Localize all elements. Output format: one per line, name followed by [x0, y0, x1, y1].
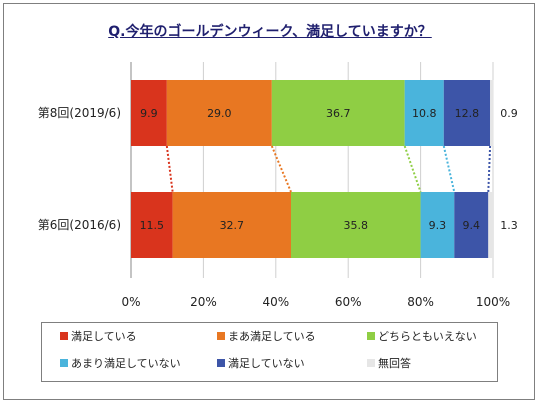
value-label: 35.8: [344, 219, 369, 232]
value-label: 1.3: [500, 219, 518, 232]
legend-item: 満足している: [60, 331, 137, 343]
x-tick-label: 40%: [262, 295, 289, 309]
value-label: 11.5: [140, 219, 165, 232]
bar-segment: [420, 192, 455, 258]
bar-segment: [454, 192, 489, 258]
value-label: 10.8: [412, 107, 437, 120]
bar-segment: [131, 80, 167, 146]
bar-segment: [443, 80, 491, 146]
connector-line: [487, 145, 492, 193]
bar-segment: [404, 80, 444, 146]
bar-segment: [490, 80, 494, 146]
bar-segment: [166, 80, 272, 146]
legend-item: 無回答: [367, 358, 411, 370]
x-tick-label: 80%: [407, 295, 434, 309]
legend-swatch: [60, 359, 68, 367]
chart-title: Q.今年のゴールデンウィーク、満足していますか？: [108, 24, 432, 40]
legend-swatch: [217, 332, 225, 340]
value-label: 32.7: [220, 219, 245, 232]
x-tick-label: 60%: [335, 295, 362, 309]
bar-segment: [488, 192, 493, 258]
value-label: 0.9: [500, 107, 518, 120]
bar-segment: [172, 192, 292, 258]
value-label: 12.8: [455, 107, 480, 120]
value-label: 9.9: [140, 107, 158, 120]
legend-swatch: [217, 359, 225, 367]
legend-item: あまり満足していない: [60, 358, 181, 370]
value-label: 9.4: [463, 219, 481, 232]
bar-segment: [131, 192, 173, 258]
x-tick-label: 100%: [476, 295, 510, 309]
value-label: 36.7: [326, 107, 351, 120]
category-label: 第6回(2016/6): [38, 218, 121, 232]
category-label: 第8回(2019/6): [38, 106, 121, 120]
x-tick-label: 0%: [121, 295, 140, 309]
x-tick-label: 20%: [190, 295, 217, 309]
chart-plot: 第8回(2019/6) 第6回(2016/6) 9.9 29.0 36.7 10.8 12.…: [38, 62, 518, 309]
value-label: 29.0: [207, 107, 232, 120]
legend-label: あまり満足していない: [71, 357, 181, 370]
legend-label: どちらともいえない: [378, 330, 477, 343]
value-label: 9.3: [429, 219, 447, 232]
legend-label: 満足していない: [228, 357, 305, 370]
bar-segment: [271, 80, 405, 146]
connector-line: [270, 145, 292, 193]
connector-line: [442, 145, 456, 193]
legend-label: 無回答: [378, 357, 411, 370]
legend-label: 満足している: [71, 330, 137, 343]
legend-swatch: [367, 359, 375, 367]
legend-label: まあ満足している: [228, 330, 316, 343]
chart-frame: [3, 3, 535, 400]
legend-item: どちらともいえない: [367, 331, 477, 343]
connector-line: [403, 145, 422, 193]
legend-swatch: [367, 332, 375, 340]
bar-segment: [291, 192, 421, 258]
connector-line: [165, 145, 174, 193]
legend-swatch: [60, 332, 68, 340]
legend-item: 満足していない: [217, 358, 305, 370]
legend-item: まあ満足している: [217, 331, 316, 343]
chart-legend: 満足している まあ満足している どちらともいえないあまり満足していない 満足していない…: [41, 322, 498, 382]
